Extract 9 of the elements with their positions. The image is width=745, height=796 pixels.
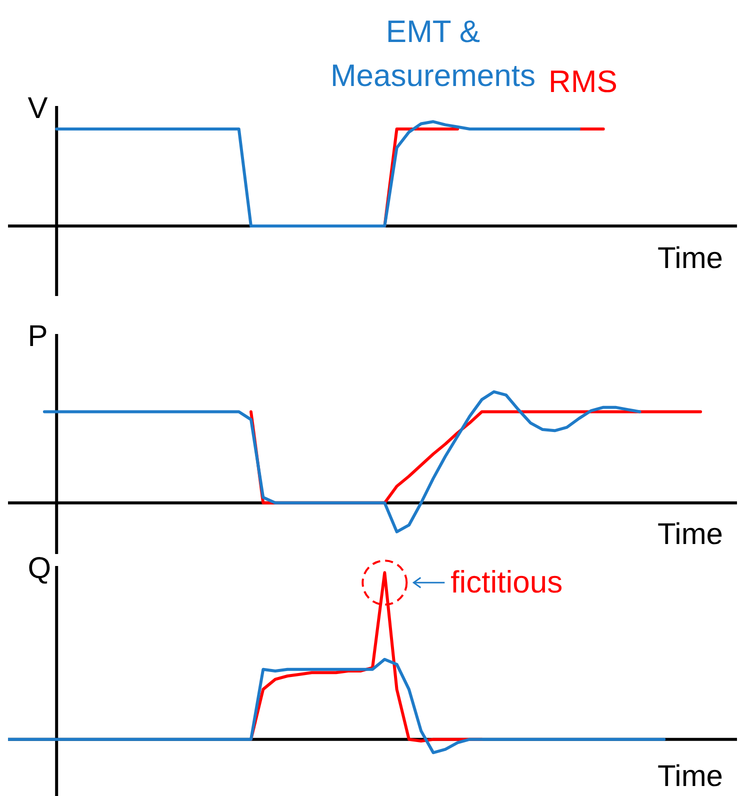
annotation: fictitious [450,564,563,600]
series-label: RMS [548,64,618,99]
x-axis-title: Time [657,242,723,276]
x-axis-title: Time [657,518,723,552]
series-label: EMT & Measurements [330,14,536,93]
y-axis-title: Q [28,552,52,586]
y-axis-title: V [28,92,48,126]
x-axis-title: Time [657,760,723,794]
y-axis-title: P [28,320,48,354]
